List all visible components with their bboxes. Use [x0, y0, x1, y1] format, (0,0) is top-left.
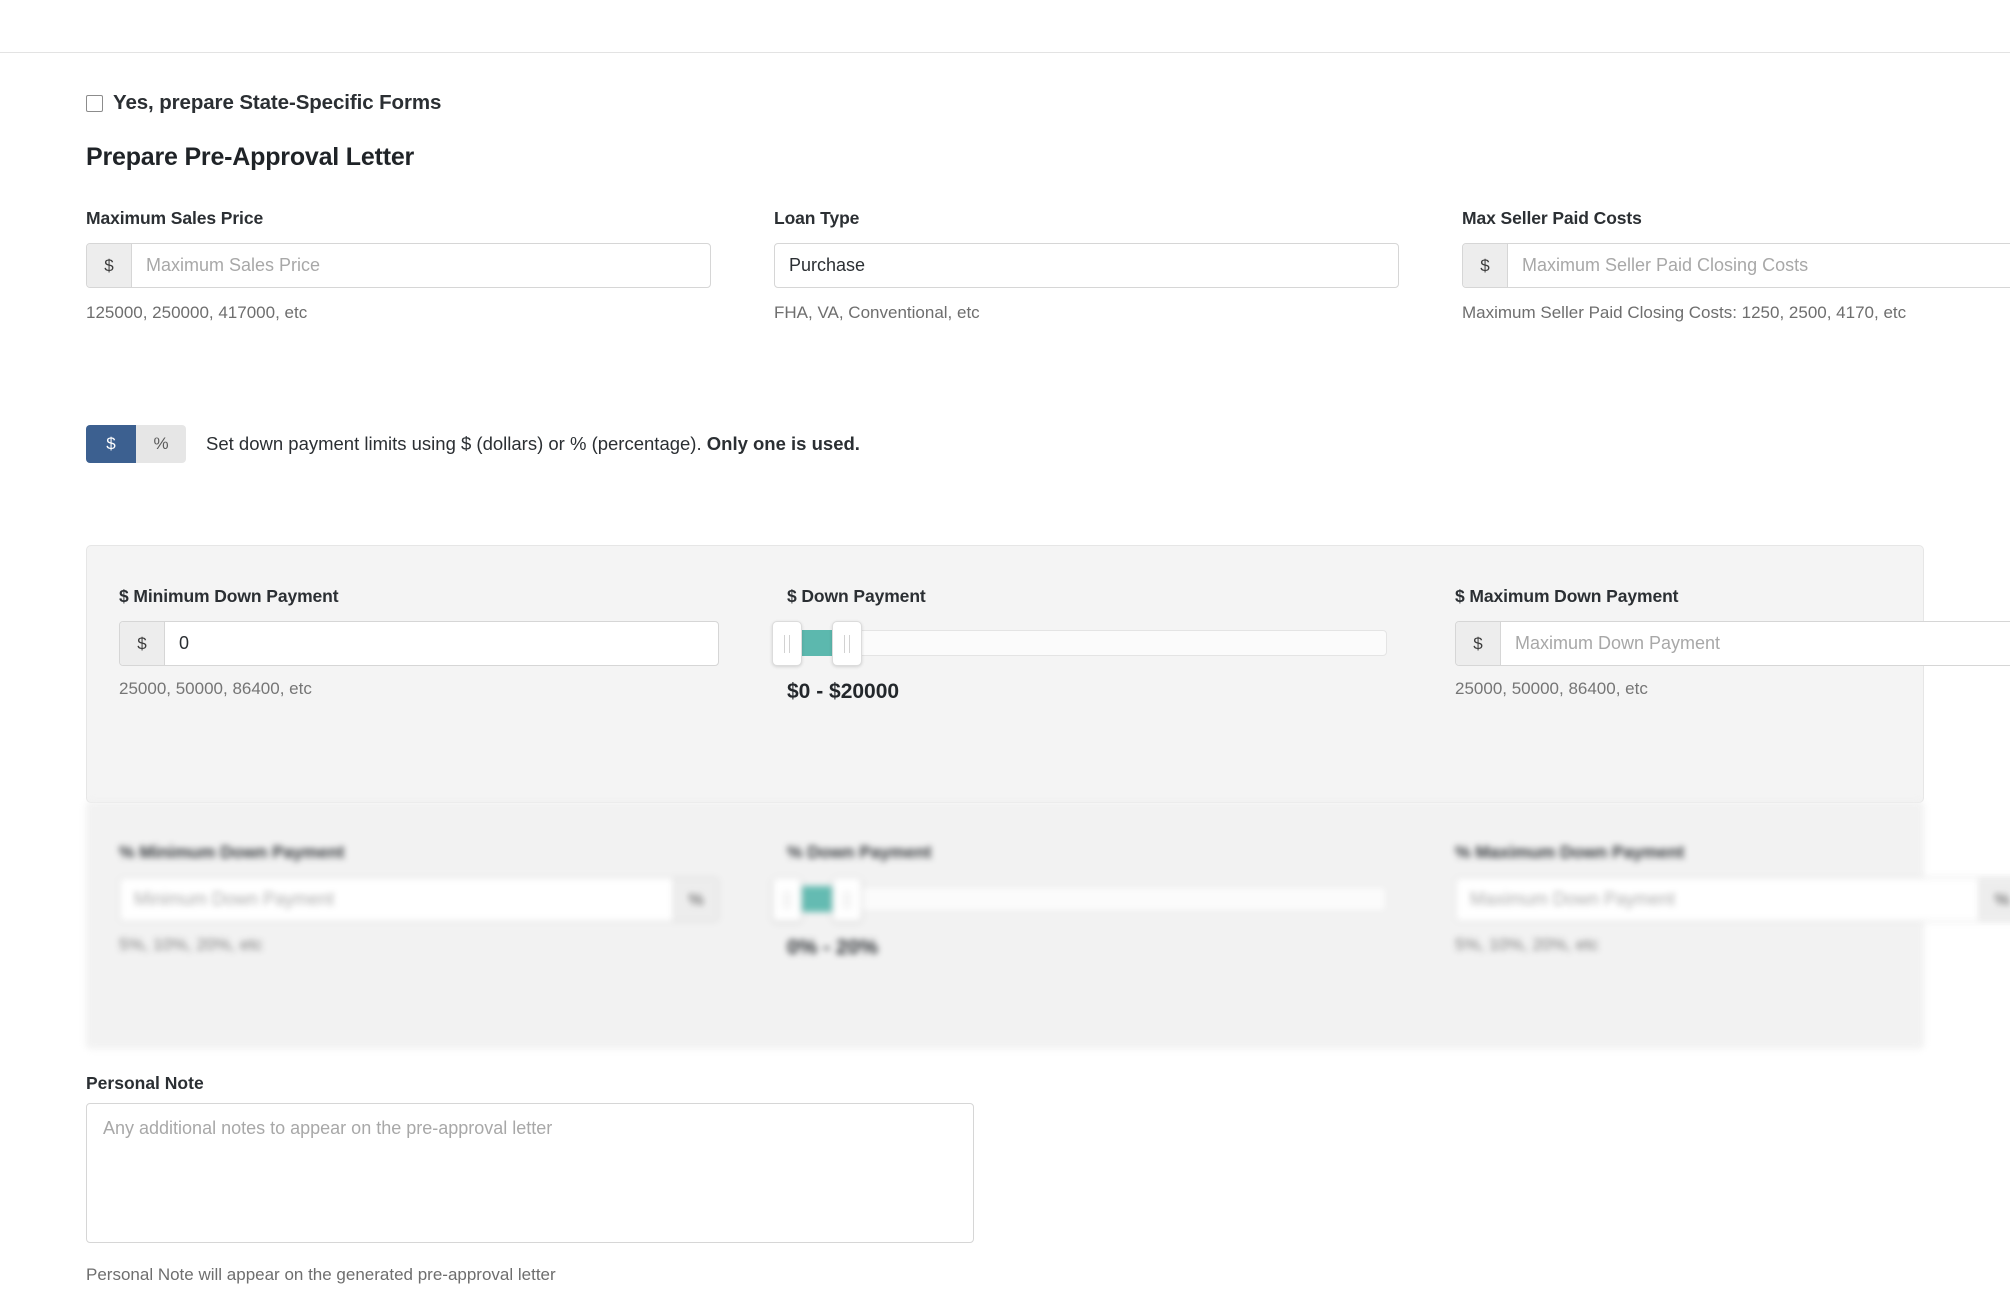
loan-type-input[interactable] [774, 243, 1399, 288]
percent-maximum-input-group[interactable]: % [1455, 877, 2010, 922]
grip-line-icon [784, 634, 785, 653]
top-fields-grid: Maximum Sales Price $ 125000, 250000, 41… [86, 208, 2010, 326]
max-sales-price-input-group[interactable]: $ [86, 243, 711, 288]
percent-down-payment-panel: % Minimum Down Payment % 5%, 10%, 20%, e… [86, 801, 2010, 1049]
max-seller-paid-label: Max Seller Paid Costs [1462, 208, 1642, 228]
mode-toggle-description: Set down payment limits using $ (dollars… [206, 433, 860, 455]
mode-button-group: $ % [86, 425, 186, 463]
dollar-range-slider[interactable] [772, 621, 1387, 666]
field-max-seller-paid: Max Seller Paid Costs $ Maximum Seller P… [1462, 208, 2010, 326]
max-sales-price-help: 125000, 250000, 417000, etc [86, 303, 308, 322]
dollar-slider-handle-max[interactable] [832, 621, 862, 666]
percent-slider-label: % Down Payment [787, 842, 932, 862]
loan-type-help: FHA, VA, Conventional, etc [774, 303, 980, 322]
percent-addon-icon: % [1979, 878, 2010, 921]
mode-percent-button[interactable]: % [136, 425, 186, 463]
grip-line-icon [849, 634, 850, 653]
state-forms-row: Yes, prepare State-Specific Forms [86, 91, 441, 115]
grip-line-icon [789, 634, 790, 653]
percent-slider-value: 0% - 20% [787, 936, 879, 959]
max-seller-paid-input[interactable] [1508, 244, 2010, 287]
panel-gap-2 [1387, 586, 1455, 704]
field-loan-type: Loan Type FHA, VA, Conventional, etc [774, 208, 1399, 326]
grid-gap-2 [1399, 208, 1462, 326]
percent-minimum-input-group[interactable]: % [119, 877, 719, 922]
mode-toggle-description-emphasis: Only one is used. [706, 433, 860, 454]
percent-slider-handle-min[interactable] [772, 877, 802, 922]
percent-minimum-label: % Minimum Down Payment [119, 842, 345, 862]
dollar-slider-handle-min[interactable] [772, 621, 802, 666]
dollar-slider-track[interactable] [787, 630, 1387, 656]
percent-maximum-help: 5%, 10%, 20%, etc [1455, 935, 1599, 954]
dollar-addon-icon: $ [1463, 244, 1508, 287]
grip-line-icon [784, 890, 785, 909]
grip-line-icon [844, 890, 845, 909]
max-sales-price-input[interactable] [132, 244, 710, 287]
grid-gap-1 [711, 208, 774, 326]
percent-panel-grid: % Minimum Down Payment % 5%, 10%, 20%, e… [119, 842, 2010, 960]
down-payment-mode-toggle-row: $ % Set down payment limits using $ (dol… [86, 425, 860, 463]
percent-maximum-field: % Maximum Down Payment % 5%, 10%, 20%, e… [1455, 842, 2010, 960]
percent-minimum-help: 5%, 10%, 20%, etc [119, 935, 263, 954]
percent-minimum-input[interactable] [120, 878, 673, 921]
field-max-sales-price: Maximum Sales Price $ 125000, 250000, 41… [86, 208, 711, 326]
page-title: Prepare Pre-Approval Letter [86, 143, 415, 171]
dollar-minimum-help: 25000, 50000, 86400, etc [119, 679, 312, 698]
percent-addon-icon: % [673, 878, 718, 921]
personal-note-label: Personal Note [86, 1073, 204, 1093]
personal-note-help: Personal Note will appear on the generat… [86, 1265, 556, 1284]
mode-toggle-description-text: Set down payment limits using $ (dollars… [206, 433, 707, 454]
percent-range-slider[interactable] [772, 877, 1387, 922]
dollar-down-payment-panel: $ Minimum Down Payment $ 25000, 50000, 8… [86, 545, 2010, 803]
percent-slider-track[interactable] [787, 886, 1387, 912]
dollar-minimum-input-group[interactable]: $ [119, 621, 719, 666]
grip-line-icon [789, 890, 790, 909]
dollar-slider-field: $ Down Payment $0 - $20000 [772, 586, 1387, 704]
dollar-maximum-input[interactable] [1501, 622, 2010, 665]
loan-type-label: Loan Type [774, 208, 860, 228]
dollar-maximum-field: $ Maximum Down Payment $ 25000, 50000, 8… [1455, 586, 2010, 704]
dollar-slider-label: $ Down Payment [787, 586, 926, 606]
dollar-minimum-input[interactable] [165, 622, 718, 665]
state-forms-checkbox[interactable] [86, 94, 103, 112]
grip-line-icon [849, 890, 850, 909]
dollar-addon-icon: $ [120, 622, 165, 665]
dollar-minimum-field: $ Minimum Down Payment $ 25000, 50000, 8… [119, 586, 719, 704]
percent-slider-field: % Down Payment 0% - 20% [772, 842, 1387, 960]
percent-maximum-input[interactable] [1456, 878, 1979, 921]
max-seller-paid-input-group[interactable]: $ [1462, 243, 2010, 288]
dollar-addon-icon: $ [1456, 622, 1501, 665]
dollar-maximum-help: 25000, 50000, 86400, etc [1455, 679, 1648, 698]
dollar-maximum-input-group[interactable]: $ [1455, 621, 2010, 666]
dollar-panel-grid: $ Minimum Down Payment $ 25000, 50000, 8… [119, 586, 2010, 704]
percent-slider-handle-max[interactable] [832, 877, 862, 922]
personal-note-textarea[interactable] [86, 1103, 974, 1243]
mode-dollar-button[interactable]: $ [86, 425, 136, 463]
grip-line-icon [844, 634, 845, 653]
percent-minimum-field: % Minimum Down Payment % 5%, 10%, 20%, e… [119, 842, 719, 960]
panel-gap-4 [1387, 842, 1455, 960]
top-divider-bar [0, 0, 2010, 53]
max-seller-paid-help: Maximum Seller Paid Closing Costs: 1250,… [1462, 303, 1907, 322]
dollar-slider-value: $0 - $20000 [787, 680, 900, 703]
dollar-minimum-label: $ Minimum Down Payment [119, 586, 339, 606]
dollar-addon-icon: $ [87, 244, 132, 287]
max-sales-price-label: Maximum Sales Price [86, 208, 264, 228]
state-forms-label: Yes, prepare State-Specific Forms [113, 91, 442, 114]
dollar-maximum-label: $ Maximum Down Payment [1455, 586, 1679, 606]
percent-maximum-label: % Maximum Down Payment [1455, 842, 1685, 862]
